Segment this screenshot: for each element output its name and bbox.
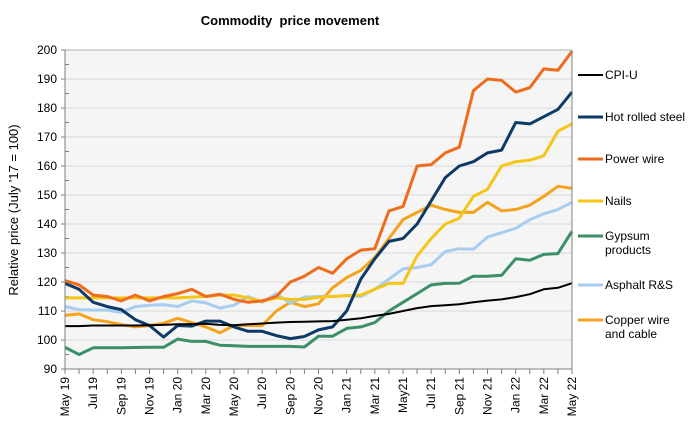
legend-label: Gypsum	[605, 229, 650, 243]
y-tick-label: 160	[37, 159, 57, 173]
series-lines	[64, 50, 574, 356]
legend-item: Asphalt R&S	[578, 278, 673, 292]
legend-item: Power wire	[578, 152, 665, 166]
x-tick-label: Jan 22	[509, 377, 523, 413]
y-tick-label: 200	[37, 43, 57, 57]
legend-item: Hot rolled steel	[578, 110, 685, 124]
y-tick-label: 130	[37, 246, 57, 260]
legend-item: CPI-U	[578, 68, 638, 82]
x-tick-label: Jan 20	[171, 377, 185, 413]
legend: CPI-U Hot rolled steel Power wire Nails Gyps…	[578, 68, 685, 341]
legend-label: Hot rolled steel	[605, 110, 685, 124]
x-tick-label: May21	[396, 377, 410, 413]
chart-title: Commodity price movement	[201, 13, 380, 28]
x-tick-label: Jan 21	[340, 377, 354, 413]
series-line-gypsum-products	[64, 230, 574, 356]
x-tick-label: Sep 20	[283, 377, 297, 415]
y-tick-label: 170	[37, 130, 57, 144]
x-tick-label: Sep 21	[452, 377, 466, 415]
y-tick-label: 110	[38, 304, 57, 318]
legend-label: Asphalt R&S	[605, 278, 673, 292]
legend-label: and cable	[605, 327, 657, 341]
legend-label: products	[605, 243, 651, 257]
series-line-power-wire	[64, 50, 574, 304]
series-line-cpi-u	[65, 282, 573, 328]
y-tick-label: 180	[37, 101, 57, 115]
x-tick-label: May 20	[227, 377, 241, 417]
y-tick-label: 140	[37, 217, 57, 231]
x-tick-label: Mar 20	[199, 377, 213, 415]
x-tick-label: May 22	[565, 377, 579, 417]
y-tick-label: 120	[37, 275, 57, 289]
legend-label: Power wire	[605, 152, 665, 166]
series-line-nails	[65, 122, 573, 303]
x-tick-label: Nov 21	[481, 377, 495, 415]
legend-label: CPI-U	[605, 68, 638, 82]
y-axis-ticks: 90 100 110 120 130 140 150 160 170 180 190 200	[37, 43, 69, 376]
y-tick-label: 100	[37, 333, 57, 347]
y-tick-label: 150	[37, 188, 57, 202]
x-tick-label: May 19	[58, 377, 72, 417]
x-tick-label: Nov 19	[143, 377, 157, 415]
legend-label: Nails	[605, 194, 632, 208]
legend-label: Copper wire	[605, 313, 670, 327]
x-tick-label: Mar 21	[368, 377, 382, 415]
y-axis-label: Relative price (July '17 = 100)	[6, 124, 21, 295]
x-tick-label: Mar 22	[537, 377, 551, 415]
x-axis-ticks: May 19 Jul 19 Sep 19 Nov 19 Jan 20 Mar 20 May …	[58, 369, 579, 416]
plot-area	[65, 50, 572, 369]
x-tick-label: Jul 19	[86, 377, 100, 409]
y-tick-label: 190	[37, 72, 57, 86]
y-tick-label: 90	[44, 362, 58, 376]
x-tick-label: Sep 19	[114, 377, 128, 415]
x-tick-label: Jul 20	[255, 377, 269, 409]
x-tick-label: Jul 21	[424, 377, 438, 409]
x-tick-label: Nov 20	[312, 377, 326, 415]
legend-item: Nails	[578, 194, 632, 208]
